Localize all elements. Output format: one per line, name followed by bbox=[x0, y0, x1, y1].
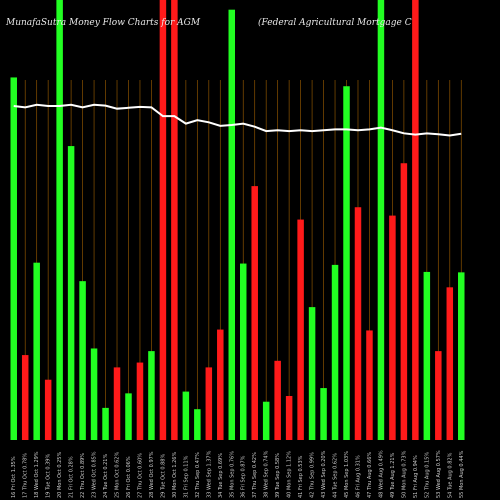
x-tick-label: 32 Thu Sep 0.47% bbox=[195, 452, 201, 498]
bar-35 bbox=[400, 163, 408, 441]
x-tick-label: 29 Tue Oct 0.88% bbox=[160, 454, 166, 498]
chart-title: MunafaSutra Money Flow Charts for AGM bbox=[5, 18, 201, 28]
bar-36 bbox=[412, 0, 419, 440]
bar-1 bbox=[10, 77, 17, 440]
bar-11 bbox=[125, 393, 132, 440]
x-tick-label: 24 Tue Oct 0.21% bbox=[103, 454, 109, 498]
bar-17 bbox=[194, 409, 201, 440]
bar-31 bbox=[354, 207, 362, 440]
bar-8 bbox=[90, 348, 98, 440]
x-tick-label: 54 Tue Aug 0.82% bbox=[447, 452, 453, 498]
bar-10 bbox=[113, 367, 121, 440]
x-tick-label: 18 Wed Oct 1.29% bbox=[34, 451, 40, 498]
bar-2 bbox=[21, 355, 29, 440]
x-tick-label: 50 Mon Aug 0.73% bbox=[401, 450, 407, 498]
bar-26 bbox=[297, 219, 304, 440]
money-flow-line bbox=[13, 103, 462, 137]
x-tick-label: 19 Tue Oct 0.39% bbox=[46, 454, 52, 498]
bar-30 bbox=[343, 86, 350, 441]
bar-22 bbox=[251, 186, 258, 440]
bar-20 bbox=[228, 9, 236, 441]
x-tick-label: 47 Thu Aug 0.66% bbox=[367, 452, 373, 498]
x-tick-label: 27 Thu Oct 0.60% bbox=[137, 453, 143, 498]
bar-23 bbox=[262, 401, 270, 440]
x-tick-label: 22 Thu Oct 0.89% bbox=[80, 453, 86, 498]
x-tick-label: 55 Mon Aug 0.44% bbox=[459, 450, 465, 498]
x-tick-label: 46 Fri Aug 0.31% bbox=[355, 455, 361, 498]
x-tick-label: 48 Wed Aug 0.49% bbox=[378, 450, 384, 498]
x-tick-label: 39 Tue Sep 0.58% bbox=[275, 453, 281, 498]
bar-29 bbox=[331, 264, 339, 440]
x-tick-label: 30 Mon Oct 1.26% bbox=[172, 452, 178, 498]
bar-3 bbox=[33, 262, 40, 440]
bar-9 bbox=[102, 407, 109, 440]
x-tick-labels: 16 Fri Oct 1.35% 17 Thu Oct 0.78% 18 Wed O… bbox=[11, 450, 465, 498]
bar-24 bbox=[274, 360, 281, 440]
bar-38 bbox=[435, 351, 442, 440]
x-tick-label: 52 Thu Aug 0.15% bbox=[424, 452, 430, 498]
bar-14 bbox=[159, 0, 167, 440]
x-tick-label: 45 Mon Sep 1.03% bbox=[344, 451, 350, 498]
x-tick-label: 26 Fri Oct 0.06% bbox=[126, 456, 132, 498]
x-tick-label: 44 Tue Sep 0.62% bbox=[333, 453, 339, 498]
bar-25 bbox=[285, 396, 293, 440]
x-tick-label: 35 Mon Sep 0.76% bbox=[229, 451, 235, 498]
bars bbox=[10, 0, 465, 441]
x-tick-label: 28 Wed Oct 0.97% bbox=[149, 451, 155, 498]
chart-subtitle: (Federal Agricultural Mortgage C bbox=[258, 17, 412, 28]
x-tick-label: 20 Mon Oct 0.25% bbox=[57, 452, 63, 498]
bar-13 bbox=[148, 351, 155, 440]
bar-18 bbox=[205, 367, 213, 440]
x-tick-label: 53 Wed Aug 0.57% bbox=[436, 450, 442, 498]
bar-19 bbox=[217, 329, 224, 440]
x-tick-label: 51 Fri Aug 0.94% bbox=[413, 455, 419, 498]
x-tick-label: 40 Mon Sep 1.12% bbox=[287, 451, 293, 498]
x-tick-label: 37 Thu Sep 0.42% bbox=[252, 452, 258, 498]
x-tick-label: 23 Wed Oct 0.85% bbox=[92, 451, 98, 498]
x-tick-label: 16 Fri Oct 1.35% bbox=[11, 456, 17, 498]
x-tick-label: 42 Thu Sep 0.99% bbox=[310, 452, 316, 498]
x-tick-label: 38 Wed Sep 0.74% bbox=[264, 450, 270, 498]
x-tick-label: 34 Tue Sep 0.69% bbox=[218, 453, 224, 498]
x-tick-label: 17 Thu Oct 0.78% bbox=[23, 453, 29, 498]
x-tick-label: 31 Fri Sep 0.11% bbox=[183, 455, 189, 498]
bar-15 bbox=[171, 0, 178, 440]
bar-40 bbox=[458, 272, 465, 440]
x-tick-label: 49 Tue Aug 1.21% bbox=[390, 452, 396, 498]
bar-37 bbox=[423, 271, 431, 440]
bar-21 bbox=[239, 263, 247, 440]
bar-34 bbox=[389, 215, 396, 440]
bar-16 bbox=[182, 391, 190, 440]
x-tick-label: 43 Wed Sep 0.20% bbox=[321, 450, 327, 498]
bar-27 bbox=[308, 307, 316, 440]
x-tick-label: 41 Fri Sep 0.53% bbox=[298, 455, 304, 498]
bar-4 bbox=[44, 379, 52, 440]
bar-32 bbox=[366, 330, 373, 440]
x-tick-label: 33 Wed Sep 1.37% bbox=[206, 450, 212, 498]
bar-6 bbox=[67, 146, 75, 440]
bar-12 bbox=[136, 362, 144, 440]
x-tick-label: 25 Mon Oct 0.62% bbox=[115, 452, 121, 498]
bar-28 bbox=[320, 388, 327, 440]
bar-39 bbox=[446, 287, 454, 440]
x-tick-label: 21 Fri Oct 0.28% bbox=[69, 456, 75, 498]
bar-33 bbox=[377, 0, 385, 440]
bar-7 bbox=[79, 281, 86, 440]
x-tick-label: 36 Fri Sep 0.87% bbox=[241, 455, 247, 498]
bar-5 bbox=[56, 0, 63, 440]
